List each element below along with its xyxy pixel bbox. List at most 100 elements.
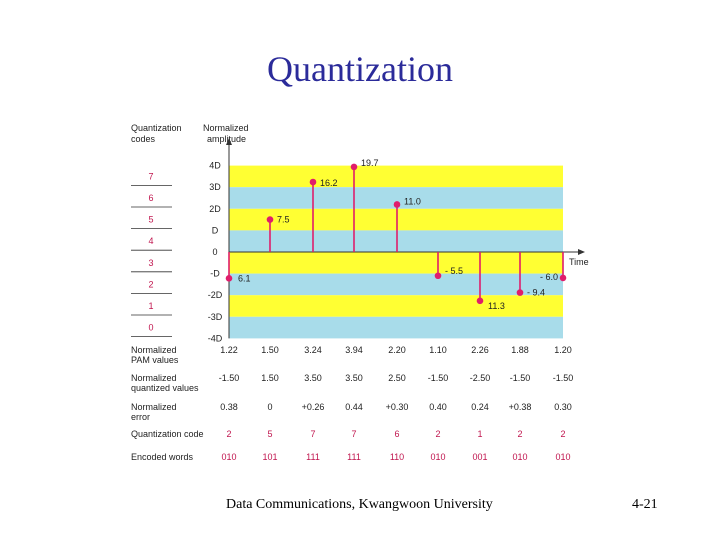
codes-header-line1: Quantization [131, 123, 182, 133]
table-cell: 010 [512, 452, 527, 462]
table-cell: 1.10 [429, 345, 447, 355]
table-cell: 001 [472, 452, 487, 462]
y-tick-label: -2D [208, 290, 223, 300]
table-cell: 010 [221, 452, 236, 462]
table-cell: 2.50 [388, 373, 406, 383]
table-cell: 0.24 [471, 402, 489, 412]
quantization-code-list: 7 6 5 4 3 2 1 0 [131, 171, 172, 338]
table-cell: 111 [347, 452, 361, 462]
y-tick-label: -D [210, 269, 220, 279]
sample-value-label: 16.2 [320, 178, 338, 188]
amplitude-band [229, 316, 563, 339]
figure-headers: Quantization codes Normalized amplitude [131, 123, 249, 144]
axes [226, 138, 585, 339]
table-cell: 010 [430, 452, 445, 462]
table-cell: 7 [351, 429, 356, 439]
sample-value-label: 6.1 [238, 273, 251, 283]
table-cell: 010 [555, 452, 570, 462]
table-cell: 5 [267, 429, 272, 439]
y-tick-label: -4D [208, 333, 223, 343]
slide-title: Quantization [267, 49, 453, 89]
table-row-label: Normalized [131, 373, 177, 383]
table-cell: 7 [310, 429, 315, 439]
table-cell: 3.50 [345, 373, 363, 383]
table-row-label: Normalized [131, 402, 177, 412]
sample-stems [225, 163, 567, 305]
sample-point [516, 289, 524, 296]
table-cell: 2 [560, 429, 565, 439]
table-cell: 0.30 [554, 402, 572, 412]
table-row-label: Normalized [131, 345, 177, 355]
y-tick-labels: 4D 3D 2D D 0 -D -2D -3D -4D [208, 161, 223, 344]
sample-value-label: 11.0 [404, 196, 421, 206]
table-cell: 2.20 [388, 345, 406, 355]
amplitude-band [229, 295, 563, 317]
table-cell: +0.26 [302, 402, 325, 412]
table-cell: 0.44 [345, 402, 363, 412]
sample-point [350, 163, 358, 171]
codes-header-line2: codes [131, 134, 156, 144]
amplitude-band [229, 273, 563, 296]
y-tick-label: 2D [209, 204, 221, 214]
quantization-code-label: 2 [148, 279, 153, 289]
table-row-label: quantized values [131, 383, 199, 393]
table-cell: 0.38 [220, 402, 238, 412]
quantization-code-label: 7 [148, 171, 153, 181]
sample-point [225, 275, 233, 282]
sample-value-label: - 9.4 [527, 288, 545, 298]
table-cell: 0.40 [429, 402, 447, 412]
table-cell: -1.50 [219, 373, 240, 383]
sample-value-label: 7.5 [277, 215, 290, 225]
table-row-label: Quantization code [131, 429, 204, 439]
table-cell: +0.30 [386, 402, 409, 412]
sample-point [266, 216, 274, 223]
quantization-code-label: 5 [148, 215, 153, 225]
y-tick-label: D [212, 225, 219, 235]
time-axis-label: Time [569, 257, 589, 267]
table-cell: 1.50 [261, 373, 279, 383]
table-cell: 1.20 [554, 345, 572, 355]
sample-value-labels: 6.1 7.5 16.2 19.7 11.0 - 5.5 11.3 - 9.4 - 6.0 [238, 158, 558, 311]
table-cell: 3.24 [304, 345, 322, 355]
amplitude-band [229, 252, 563, 274]
table-cell: 1.50 [261, 345, 279, 355]
table-row-label: error [131, 412, 150, 422]
table-cell: 1 [477, 429, 482, 439]
amplitude-header-line2: amplitude [207, 134, 246, 144]
sample-value-label: 19.7 [361, 158, 379, 168]
table-cell: 0 [267, 402, 272, 412]
sample-point [393, 201, 401, 208]
table-cell: 111 [306, 452, 320, 462]
quantization-code-label: 3 [148, 258, 153, 268]
table-cell: 2 [226, 429, 231, 439]
quantization-code-label: 1 [148, 301, 153, 311]
table-cell: -1.50 [428, 373, 449, 383]
quantization-code-label: 0 [148, 323, 153, 333]
table-cell: 6 [394, 429, 399, 439]
sample-point [434, 272, 442, 280]
table-row-label: Encoded words [131, 452, 194, 462]
table-cell: 2 [517, 429, 522, 439]
table-cell: 110 [390, 452, 404, 462]
table-cell: 3.50 [304, 373, 322, 383]
sample-value-label: - 5.5 [445, 266, 463, 276]
y-axis-arrow [226, 138, 232, 145]
table-cell: -1.50 [510, 373, 531, 383]
table-cell: 1.22 [220, 345, 238, 355]
quantization-code-label: 4 [148, 236, 153, 246]
table-cell: 101 [262, 452, 277, 462]
sample-value-label: - 6.0 [540, 272, 558, 282]
table-row-label: PAM values [131, 355, 179, 365]
y-tick-label: -3D [208, 312, 223, 322]
sample-value-label: 11.3 [488, 301, 505, 311]
amplitude-header-line1: Normalized [203, 123, 249, 133]
y-tick-label: 0 [212, 247, 217, 257]
time-axis-arrow [578, 249, 585, 255]
y-tick-label: 4D [209, 161, 221, 171]
table-cell: -1.50 [553, 373, 574, 383]
table-cell: 3.94 [345, 345, 363, 355]
sample-point [476, 297, 484, 305]
page-number: 4-21 [632, 497, 658, 512]
